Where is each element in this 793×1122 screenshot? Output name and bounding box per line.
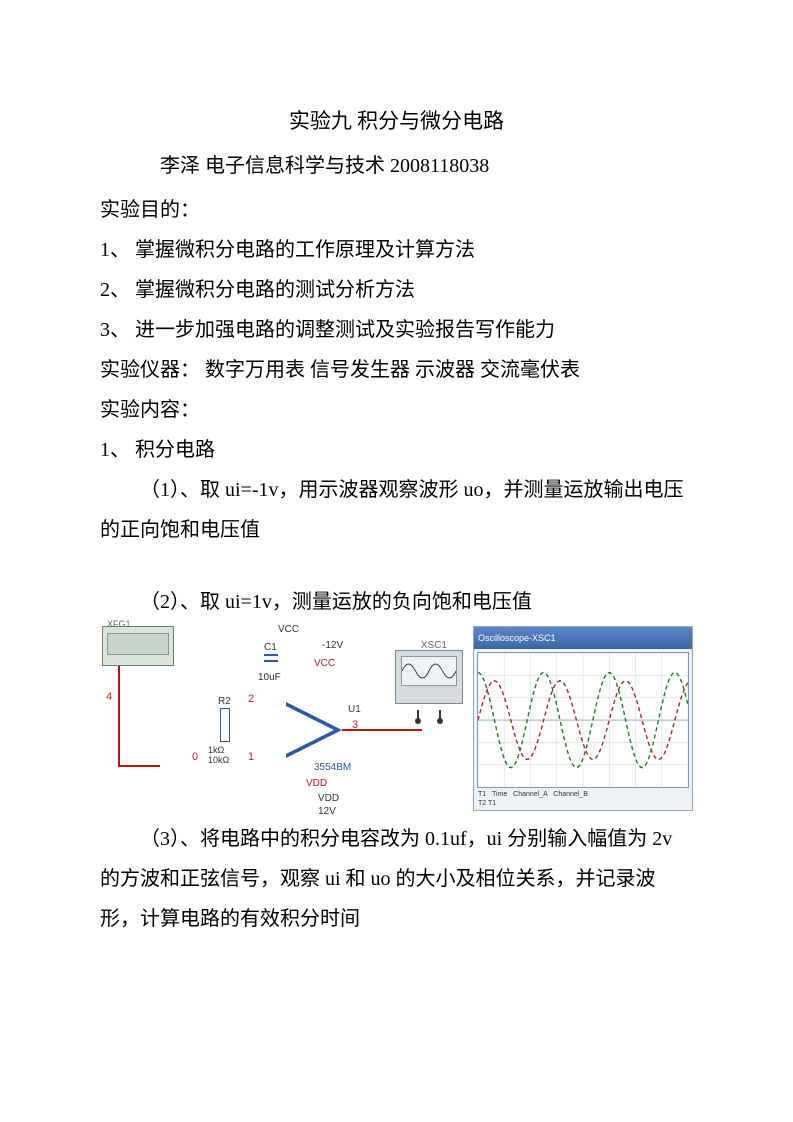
probe-b-icon	[435, 710, 445, 724]
neg12-label: -12V	[322, 636, 343, 656]
vcc-red-label: VCC	[314, 654, 335, 674]
circuit-schematic: XFG1 4 0 1 2 3 VCC -12V VCC C1 10uF R2 1…	[100, 626, 467, 811]
wire	[342, 729, 422, 731]
wire	[118, 765, 160, 767]
r2-value: 1kΩ 10kΩ	[208, 746, 229, 766]
pos12-label: 12V	[318, 802, 336, 822]
content-item-1: 1、 积分电路	[100, 430, 693, 470]
vcc-label: VCC	[278, 620, 299, 640]
meta-time: Time	[492, 791, 507, 798]
c1-value: 10uF	[258, 668, 281, 688]
instruments-line: 实验仪器： 数字万用表 信号发生器 示波器 交流毫伏表	[100, 350, 693, 390]
doc-title: 实验九 积分与微分电路	[100, 100, 693, 142]
scope-icon	[395, 650, 463, 704]
meta-t2: T2 T1	[478, 800, 496, 807]
node-1: 1	[248, 746, 254, 768]
purpose-item-3: 3、 进一步加强电路的调整测试及实验报告写作能力	[100, 310, 693, 350]
purpose-item-2: 2、 掌握微积分电路的测试分析方法	[100, 270, 693, 310]
step-3: （3）、将电路中的积分电容改为 0.1uf，ui 分别输入幅值为 2v 的方波和…	[100, 819, 693, 939]
wire	[118, 666, 120, 766]
node-2: 2	[248, 688, 254, 710]
node-0: 0	[192, 746, 198, 768]
meta-t1: T1	[478, 791, 486, 798]
resistor-icon	[220, 708, 230, 742]
purpose-item-1: 1、 掌握微积分电路的工作原理及计算方法	[100, 230, 693, 270]
opamp-ref: U1	[348, 700, 361, 720]
diagram-row: XFG1 4 0 1 2 3 VCC -12V VCC C1 10uF R2 1…	[100, 626, 693, 811]
node-4: 4	[106, 686, 112, 708]
scope-screen	[477, 652, 689, 788]
xfg-label: XFG1	[107, 615, 131, 633]
opamp-fill	[286, 706, 334, 754]
r2-val-b: 10kΩ	[208, 755, 229, 765]
step-1: （1）、取 ui=-1v，用示波器观察波形 uo，并测量运放输出电压的正向饱和电…	[100, 470, 693, 550]
capacitor-icon	[264, 650, 278, 666]
content-heading: 实验内容：	[100, 390, 693, 430]
r2-val-a: 1kΩ	[208, 745, 224, 755]
scope-titlebar: Oscilloscope-XSC1	[474, 627, 692, 649]
doc-author: 李泽 电子信息科学与技术 2008118038	[100, 146, 693, 186]
step-2: （2）、取 ui=1v，测量运放的负向饱和电压值	[100, 582, 693, 622]
function-generator: XFG1	[102, 626, 174, 666]
purpose-heading: 实验目的：	[100, 190, 693, 230]
meta-chb: Channel_B	[553, 791, 588, 798]
oscilloscope-window: Oscilloscope-XSC1 T1 Time Channel_A Chan…	[473, 626, 693, 811]
probe-a-icon	[413, 710, 423, 724]
meta-cha: Channel_A	[513, 791, 547, 798]
scope-meta: T1 Time Channel_A Channel_B T2 T1	[474, 791, 692, 810]
